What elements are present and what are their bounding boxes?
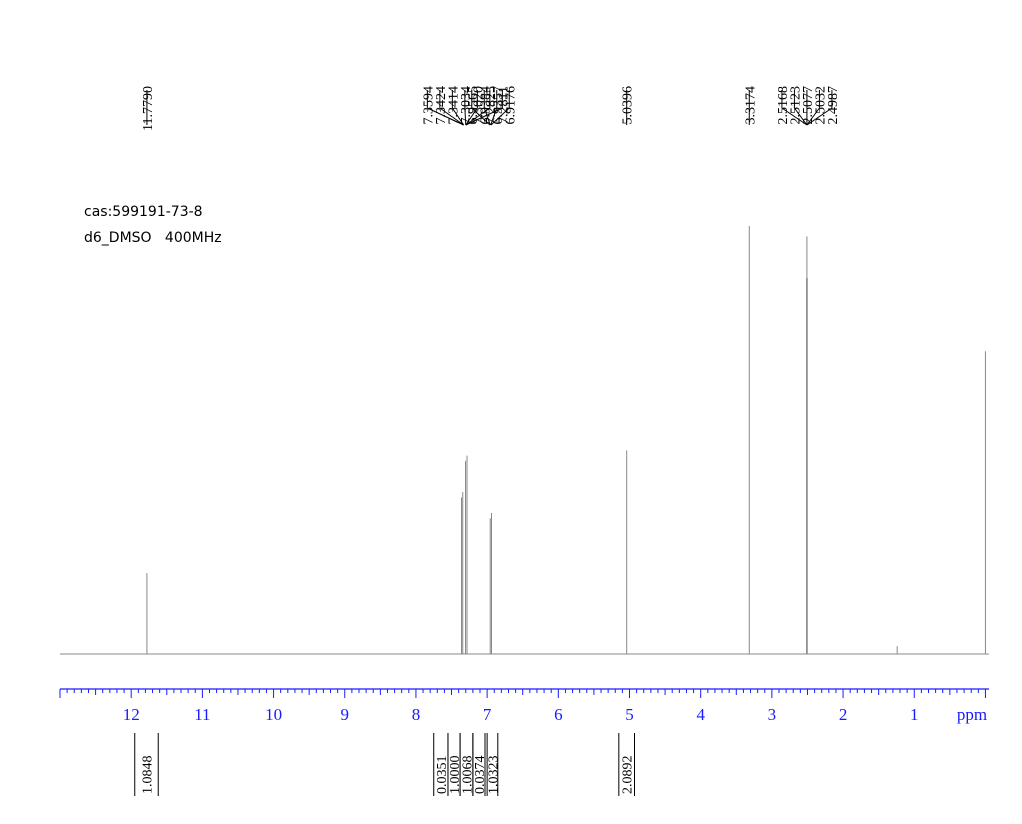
peak-shift-label: 7.2811 — [496, 86, 511, 124]
x-tick-label: 10 — [265, 705, 282, 724]
x-tick-label: 4 — [696, 705, 705, 724]
integral-value-label: 0.0351 — [435, 756, 450, 795]
peak-shift-label: 2.5077 — [801, 86, 816, 125]
x-tick-label: 9 — [341, 705, 350, 724]
integral-value-label: 2.0892 — [621, 756, 636, 795]
peak-shift-label: 6.9176 — [503, 86, 518, 125]
peak-shift-label: 2.4987 — [826, 86, 841, 125]
peak-leader-line — [465, 90, 491, 126]
peak-leader-line — [439, 90, 464, 126]
peak-leader-line — [465, 90, 478, 126]
peak-leader-line — [483, 90, 491, 126]
peak-shift-label: 11.7790 — [141, 86, 156, 131]
peak-shift-label: 3.3174 — [743, 86, 758, 125]
x-tick-label: 2 — [839, 705, 848, 724]
peak-leader-line — [426, 90, 464, 126]
integral-value-label: 1.0000 — [448, 756, 463, 795]
peak-shift-label: 7.3034 — [459, 86, 474, 125]
peak-shift-label: 5.0396 — [621, 86, 636, 125]
integral-value-label: 1.0323 — [486, 756, 501, 795]
x-tick-label: 5 — [625, 705, 634, 724]
peak-leader-line — [451, 90, 465, 126]
peak-leader-line — [471, 90, 491, 126]
peak-shift-label: 2.5168 — [776, 86, 791, 125]
sample-cas-label: cas:599191-73-8 — [84, 204, 203, 220]
peak-shift-label: 6.9384 — [478, 86, 493, 125]
peak-leader-line — [806, 90, 833, 126]
integral-value-label: 1.0848 — [140, 756, 155, 795]
peak-shift-label: 6.9565 — [466, 86, 481, 125]
peak-leader-line — [793, 90, 808, 126]
peak-leader-line — [464, 90, 467, 126]
peak-shift-label: 7.3414 — [446, 86, 461, 125]
x-tick-label: 12 — [123, 705, 140, 724]
peak-leader-line — [490, 90, 510, 126]
peak-leader-line — [806, 90, 820, 126]
x-tick-label: 8 — [412, 705, 421, 724]
x-tick-label: 11 — [194, 705, 210, 724]
peak-shift-label: 2.5032 — [813, 86, 828, 125]
integral-value-label: 0.0374 — [473, 756, 488, 795]
peak-leader-line — [490, 90, 498, 126]
peak-shift-label: 7.3424 — [434, 86, 449, 125]
x-tick-label: 6 — [554, 705, 563, 724]
sample-solvent-frequency-label: d6_DMSO 400MHz — [84, 230, 222, 246]
peak-leader-line — [465, 90, 503, 126]
x-tick-label: 7 — [483, 705, 492, 724]
x-tick-label: 3 — [768, 705, 777, 724]
x-tick-label: 1 — [910, 705, 919, 724]
x-axis-unit-label: ppm — [957, 705, 987, 724]
peak-shift-label: 7.3020 — [471, 86, 486, 125]
peak-leader-line — [781, 90, 808, 126]
integral-value-label: 1.0068 — [460, 756, 475, 795]
peak-shift-label: 7.3594 — [421, 86, 436, 125]
